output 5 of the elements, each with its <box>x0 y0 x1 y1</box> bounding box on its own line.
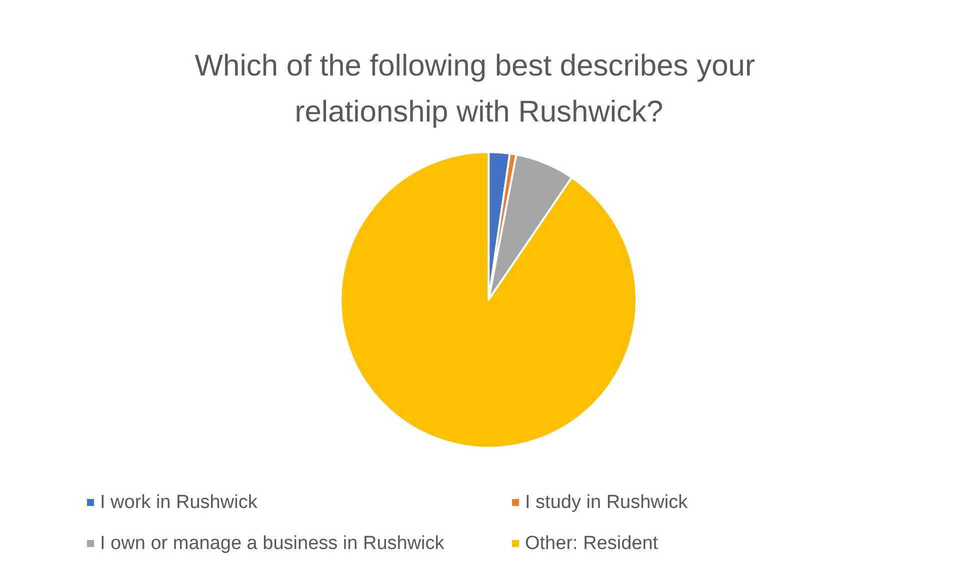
legend-label: Other: Resident <box>525 533 659 554</box>
legend-label: I work in Rushwick <box>100 492 258 513</box>
legend-label: I study in Rushwick <box>525 492 688 513</box>
legend-label: I own or manage a business in Rushwick <box>100 533 445 554</box>
chart-title: Which of the following best describes your relationship with Rushwick? <box>194 50 764 128</box>
